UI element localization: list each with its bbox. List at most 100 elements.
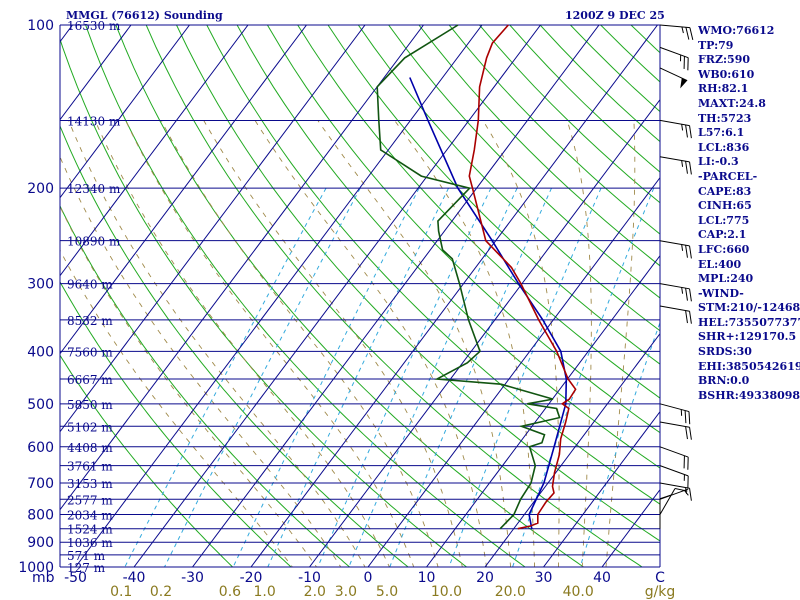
pressure-tick-label: 800 [27, 507, 54, 523]
height-label: 8532 m [67, 314, 113, 328]
wind-barb [659, 156, 692, 175]
pressure-unit: mb [32, 570, 55, 586]
dry-adiabat [60, 124, 409, 567]
wind-barb [659, 67, 688, 89]
wind-barb [659, 465, 689, 489]
height-label: 1036 m [67, 536, 113, 550]
temperature-profile [468, 24, 577, 530]
dry-adiabat [60, 354, 234, 567]
stat-line: LCL:836 [698, 140, 750, 154]
stat-line: CAPE:83 [698, 184, 752, 198]
height-label: 14130 m [67, 114, 121, 128]
pressure-tick-label: 500 [27, 397, 54, 413]
isotherm [543, 410, 660, 567]
mixing-ratio-label: 0.2 [150, 584, 172, 600]
stat-line: CAP:2.1 [698, 228, 747, 242]
mixing-ratio-label: 2.0 [304, 584, 326, 600]
pressure-tick-label: 400 [27, 344, 54, 360]
mixing-ratio-label: 20.0 [495, 584, 526, 600]
moist-adiabat [125, 120, 415, 567]
mixing-ratio-line [448, 188, 602, 567]
temperature-unit: C [655, 570, 665, 586]
plot-area [0, 25, 660, 567]
isotherm [0, 25, 14, 567]
dry-adiabat [418, 25, 660, 267]
mixing-ratio-label: 0.1 [110, 584, 132, 600]
height-label: 1524 m [67, 523, 113, 537]
isotherm [60, 25, 424, 511]
wind-barb [659, 119, 692, 139]
dry-adiabat [145, 25, 644, 567]
sounding-title: MMGL (76612) Sounding [66, 9, 223, 22]
dry-adiabat [115, 25, 585, 567]
stat-line: LCL:775 [698, 213, 750, 227]
wind-barb [659, 283, 692, 302]
height-label: 2577 m [67, 493, 113, 507]
temperature-tick-label: 40 [593, 570, 611, 586]
isotherm [75, 25, 483, 567]
dry-adiabat [176, 25, 660, 542]
height-label: 10890 m [67, 235, 121, 249]
height-label: 9640 m [67, 278, 113, 292]
mixing-ratio-label: 10.0 [431, 584, 462, 600]
mixing-ratio-line [124, 187, 327, 567]
mixing-ratio-line [348, 187, 518, 567]
mixing-ratio-line [389, 187, 552, 567]
isotherm [60, 25, 132, 121]
stat-line: -WIND- [698, 286, 744, 300]
mixing-ratio-label: 3.0 [335, 584, 357, 600]
stat-line: LFC:660 [698, 242, 750, 256]
wind-barb [659, 403, 691, 425]
temperature-tick-label: 0 [364, 570, 373, 586]
stat-line: SRDS:30 [698, 345, 752, 359]
pressure-tick-label: 200 [27, 181, 54, 197]
temperature-tick-label: 20 [476, 570, 494, 586]
dry-adiabat [60, 280, 292, 567]
stat-line: BRN:0.0 [698, 374, 750, 388]
moist-adiabat [94, 120, 390, 567]
wind-barb [659, 24, 694, 41]
mixing-ratio-line [579, 321, 660, 567]
stat-line: STM:210/-12468608 [698, 301, 800, 315]
mixing-ratio-label: 1.0 [254, 584, 276, 600]
pressure-tick-label: 300 [27, 277, 54, 293]
wind-barb [659, 305, 692, 324]
isotherm [133, 25, 541, 567]
stat-line: TH:5723 [698, 111, 752, 125]
valid-time: 1200Z 9 DEC 25 [565, 9, 665, 22]
stat-line: RH:82.1 [698, 82, 749, 96]
height-label: 3153 m [67, 477, 113, 491]
stat-line: L57:6.1 [698, 126, 745, 140]
mixing-ratio-unit: g/kg [645, 584, 676, 600]
wind-barb [659, 421, 692, 440]
pressure-tick-label: 700 [27, 476, 54, 492]
stat-line: BSHR:49338098584 [698, 388, 800, 402]
isotherm [367, 176, 660, 567]
stat-line: -PARCEL- [698, 169, 758, 183]
height-label: 6667 m [67, 373, 113, 387]
height-label: 2034 m [67, 508, 113, 522]
temperature-tick-label: -10 [298, 570, 321, 586]
isotherm [484, 332, 660, 567]
isotherm [60, 25, 190, 199]
isotherm [250, 25, 658, 567]
height-label: 571 m [67, 549, 106, 563]
height-label: 7560 m [67, 345, 113, 359]
mixing-ratio-label: 40.0 [563, 584, 594, 600]
stat-line: WMO:76612 [698, 24, 775, 37]
dry-adiabat [60, 204, 351, 567]
pressure-tick-label: 900 [27, 535, 54, 551]
isotherm [60, 25, 307, 355]
stat-line: SHR+:129170.5 [698, 330, 797, 344]
wind-barb [659, 446, 689, 470]
isotherm [60, 25, 249, 277]
moist-adiabat [605, 120, 636, 567]
moist-adiabat [566, 120, 592, 567]
mixing-ratio-line [232, 187, 420, 567]
stat-line: TP:79 [698, 38, 734, 52]
moist-adiabat [482, 120, 560, 567]
wind-barb [659, 46, 689, 71]
dry-adiabat [357, 25, 660, 332]
temperature-tick-label: 30 [535, 570, 553, 586]
wind-barb [659, 488, 688, 515]
